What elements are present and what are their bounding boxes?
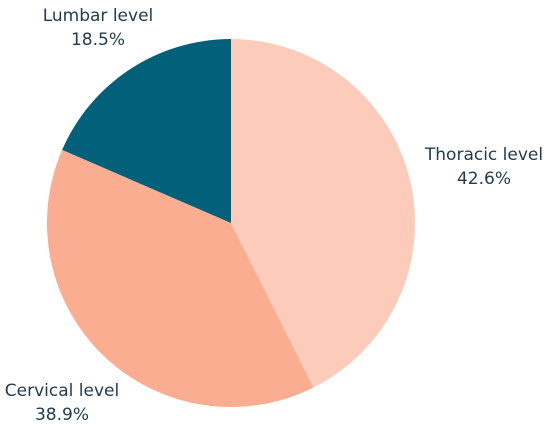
slice-value-cervical-level: 38.9% [35, 405, 89, 425]
pie-slice-thoracic-level [231, 39, 416, 388]
slice-label-thoracic-level: Thoracic level [424, 145, 543, 165]
slice-label-cervical-level: Cervical level [5, 381, 119, 401]
pie-slice-cervical-level [46, 149, 314, 408]
pie-slice-lumbar-level [62, 39, 231, 223]
slice-label-lumbar-level: Lumbar level [43, 6, 154, 26]
slice-value-thoracic-level: 42.6% [457, 169, 511, 189]
slices-layer [46, 39, 416, 408]
slice-value-lumbar-level: 18.5% [71, 30, 125, 50]
labels-layer: Thoracic level 42.6% Cervical level 38.9% Lu… [5, 6, 543, 425]
